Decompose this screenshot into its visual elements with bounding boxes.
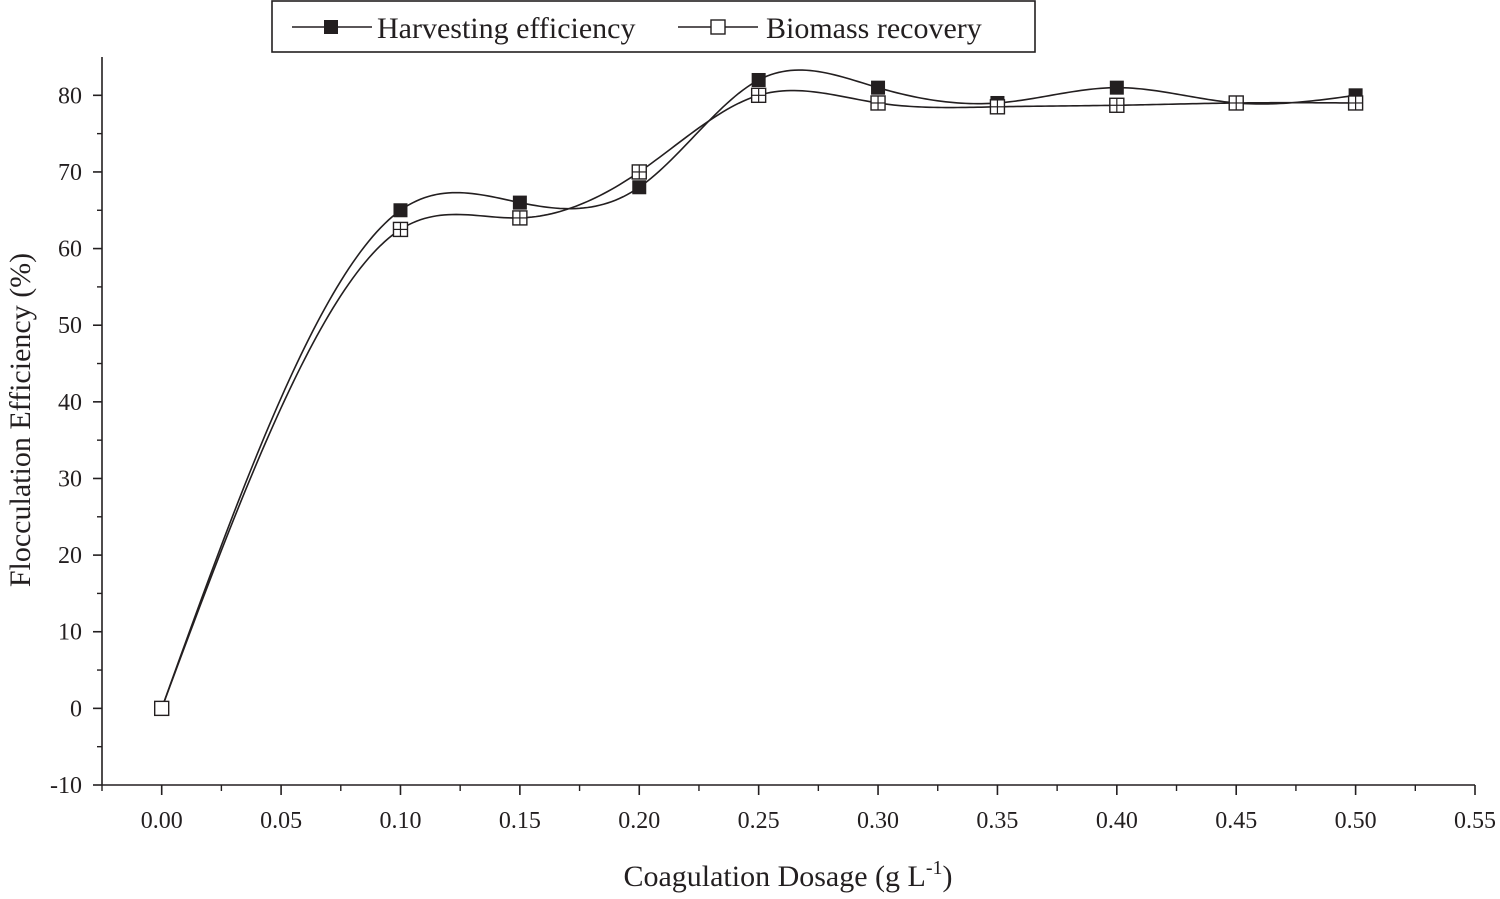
data-point <box>871 80 886 95</box>
data-point <box>1228 95 1244 111</box>
series-line <box>160 89 1356 709</box>
x-tick-label: 0.50 <box>1335 808 1377 834</box>
x-axis-title: Coagulation Dosage (g L-1) <box>623 857 952 893</box>
legend-item-harvesting-efficiency: Harvesting efficiency <box>292 12 636 45</box>
x-tick-label: 0.55 <box>1454 808 1496 834</box>
y-tick-label: 30 <box>58 466 82 492</box>
y-tick-label: 50 <box>58 313 82 339</box>
x-axis-title-superscript: -1 <box>926 857 943 879</box>
legend-item-biomass-recovery: Biomass recovery <box>678 12 982 45</box>
legend-box <box>271 0 1036 53</box>
y-tick-label: 40 <box>58 390 82 416</box>
data-point <box>393 203 408 218</box>
x-tick-label: 0.10 <box>379 808 421 834</box>
data-point-marker <box>153 700 170 717</box>
y-tick-label: 0 <box>70 696 82 722</box>
x-axis-title-suffix: ) <box>943 860 953 893</box>
data-point <box>750 87 767 104</box>
data-point <box>632 180 647 195</box>
axes: -10 0 10 20 30 40 50 60 70 80 0.00 0.05 0.10 0.15 0.20… <box>50 57 1496 834</box>
y-axis-title: Flocculation Efficiency (%) <box>4 253 37 587</box>
x-tick-label: 0.40 <box>1096 808 1138 834</box>
legend-label: Harvesting efficiency <box>377 12 636 45</box>
x-tick-label: 0.20 <box>618 808 660 834</box>
series-harvesting-efficiency <box>154 69 1363 716</box>
data-point <box>153 700 170 717</box>
x-tick-label: 0.25 <box>738 808 780 834</box>
x-tick-label: 0.05 <box>260 808 302 834</box>
y-tick-label: 60 <box>58 237 82 263</box>
data-point <box>751 72 766 87</box>
data-point <box>512 210 528 226</box>
x-tick-label: 0.15 <box>499 808 541 834</box>
x-tick-label: 0.45 <box>1215 808 1257 834</box>
data-point <box>631 164 647 180</box>
x-tick-label: 0.35 <box>976 808 1018 834</box>
y-tick-label: -10 <box>50 773 82 799</box>
legend-marker-open <box>710 19 726 35</box>
data-point <box>989 99 1006 115</box>
series-line <box>160 69 1356 709</box>
data-point <box>870 95 886 111</box>
data-point <box>1109 97 1125 113</box>
x-tick-label: 0.30 <box>857 808 899 834</box>
y-tick-label: 70 <box>58 160 82 186</box>
legend: Harvesting efficiency Biomass recovery <box>271 0 1036 53</box>
data-point <box>1109 80 1124 95</box>
data-point <box>392 221 409 238</box>
y-tick-label: 80 <box>58 83 82 109</box>
x-axis-title-main: Coagulation Dosage (g L <box>623 860 925 893</box>
data-point <box>1347 95 1364 111</box>
data-point <box>512 195 527 210</box>
legend-label: Biomass recovery <box>766 12 982 45</box>
y-tick-label: 20 <box>58 543 82 569</box>
series-biomass-recovery <box>153 87 1364 717</box>
legend-marker-filled <box>324 20 338 34</box>
series-layer <box>153 69 1364 717</box>
x-tick-label: 0.00 <box>141 808 183 834</box>
y-tick-label: 10 <box>58 620 82 646</box>
